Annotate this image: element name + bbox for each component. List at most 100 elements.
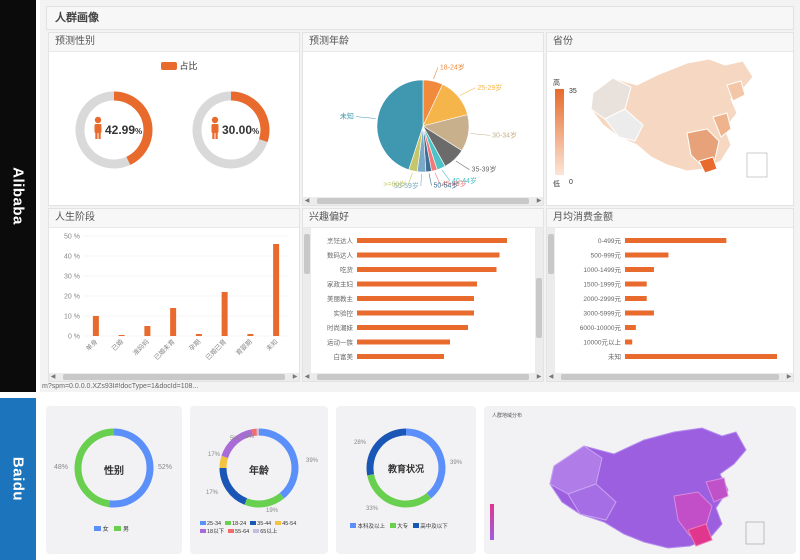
category-label: 6000-10000元 <box>580 324 622 332</box>
gender-card: 性别 48% 52% 女 男 <box>46 406 182 554</box>
pie-leader-line <box>470 133 491 136</box>
scroll-right-icon[interactable]: ▶ <box>536 198 542 204</box>
donut-value-label: 5% <box>230 436 239 442</box>
x-tick-label: 准妈妈 <box>131 337 152 358</box>
legend-item: 25-34 <box>200 520 221 528</box>
female-percent: 30.00% <box>222 123 260 137</box>
pie-label: 30-34岁 <box>492 130 517 139</box>
donut-value-label: 39% <box>306 458 319 464</box>
bar <box>357 310 474 316</box>
horizontal-scrollbar[interactable]: ◀ ▶ <box>303 373 543 381</box>
bar <box>625 281 647 287</box>
pie-leader-line <box>355 116 376 119</box>
male-ring-fill <box>75 91 153 169</box>
pie-leader-line <box>441 169 451 182</box>
education-donut <box>366 428 446 508</box>
age-panel: 预测年龄 18-24岁 25-29岁 30-34岁 35-39岁 40-44岁 45-49… <box>302 32 544 206</box>
category-label: 10000元以上 <box>583 338 621 347</box>
interests-panel: 兴趣偏好 烹饪达人 数码达人 吃货 家政主妇 美丽教主 实验控 时尚潮妹 运动一族 白富美 ◀ ▶ <box>302 208 544 382</box>
pie-leader-line <box>459 87 476 96</box>
pie-leader-line <box>434 172 441 185</box>
pie-leader-line <box>428 173 432 186</box>
y-tick-label: 20 % <box>64 294 80 301</box>
x-tick-label: 孕期 <box>187 337 202 352</box>
category-label: 白富美 <box>334 352 354 361</box>
pie-label: 45-49岁 <box>442 179 467 188</box>
legend-swatch <box>250 521 257 525</box>
baidu-side-label: Baidu <box>0 398 36 560</box>
gender-legend: 占比 <box>161 59 198 72</box>
donut-segment <box>219 467 248 505</box>
donut-segment <box>251 428 258 437</box>
donut-segment <box>367 473 432 508</box>
vertical-scrollbar[interactable] <box>303 228 311 373</box>
scroll-left-icon[interactable]: ◀ <box>50 374 56 380</box>
bar <box>625 325 636 330</box>
panel-title: 省份 <box>547 33 793 52</box>
panel-title: 预测性别 <box>49 33 299 52</box>
donut-segment <box>221 429 254 459</box>
y-tick-label: 10 % <box>64 314 80 321</box>
pie-label: 25-29岁 <box>477 83 502 92</box>
bar <box>118 335 125 336</box>
vertical-scrollbar[interactable] <box>535 228 543 373</box>
legend-swatch <box>161 61 177 70</box>
donut-segment <box>405 428 446 499</box>
gender-rings <box>75 91 270 169</box>
x-tick-label: 未知 <box>264 337 280 353</box>
donut-value-label: 18% <box>242 434 255 440</box>
legend-max-value: 35 <box>569 88 577 95</box>
panel-title: 预测年龄 <box>303 33 543 52</box>
category-label: 数码达人 <box>327 251 354 260</box>
legend-swatch <box>200 521 206 525</box>
horizontal-scrollbar[interactable]: ◀ ▶ <box>49 373 299 381</box>
scroll-left-icon[interactable]: ◀ <box>548 374 554 380</box>
category-label: 0-499元 <box>598 237 622 245</box>
bar <box>625 296 647 301</box>
donut-value-label: 33% <box>366 506 379 512</box>
donut-center-label: 年龄 <box>249 466 269 477</box>
scroll-right-icon[interactable]: ▶ <box>536 374 542 380</box>
vertical-scrollbar[interactable] <box>547 228 555 373</box>
person-icon <box>94 116 102 139</box>
bar <box>357 354 444 359</box>
category-label: 1500-1999元 <box>583 281 621 289</box>
gender-panel: 预测性别 占比 42.99% 30.00% <box>48 32 300 206</box>
province-panel: 省份 高 35 低 0 <box>546 32 794 206</box>
donut-segment <box>258 428 299 499</box>
donut-segment <box>109 428 154 508</box>
horizontal-scrollbar[interactable]: ◀ ▶ <box>303 197 543 205</box>
status-url: m?spm=0.0.0.0.XZs93I#!docType=1&docId=10… <box>40 382 272 392</box>
legend-swatch <box>253 529 260 533</box>
bar <box>357 339 450 345</box>
heat-legend-bar <box>555 89 564 175</box>
legend-item: 18以下 <box>200 528 224 536</box>
scroll-left-icon[interactable]: ◀ <box>304 374 310 380</box>
legend-high-label: 高 <box>553 80 560 87</box>
pie-leader-line <box>433 67 439 80</box>
donut-segment <box>366 428 407 476</box>
legend-label: 占比 <box>179 61 198 71</box>
donut-value-label: 39% <box>450 460 463 466</box>
legend-label: 65以上 <box>260 529 278 535</box>
donut-segment <box>74 428 115 508</box>
horizontal-scrollbar[interactable]: ◀ ▶ <box>547 373 793 381</box>
bar <box>357 238 507 243</box>
category-label: 500-999元 <box>591 252 622 260</box>
female-ring-fill <box>192 91 270 169</box>
legend-item: 18-24 <box>225 520 246 528</box>
legend-label: 35-44 <box>257 521 272 527</box>
scroll-left-icon[interactable]: ◀ <box>304 198 310 204</box>
donut-value-label: 17% <box>206 490 219 496</box>
scroll-right-icon[interactable]: ▶ <box>292 374 298 380</box>
pie-leader-line <box>420 173 422 186</box>
donut-value-label: 19% <box>266 508 279 514</box>
map-title: 人群地域分布 <box>492 413 523 419</box>
region-map-card: 人群地域分布 <box>484 406 796 554</box>
scroll-right-icon[interactable]: ▶ <box>786 374 792 380</box>
x-tick-label: 育婴期 <box>234 337 255 358</box>
donut-value-label: 52% <box>158 464 173 471</box>
donut-value-label: 28% <box>354 440 367 446</box>
category-label: 吃货 <box>340 265 354 274</box>
